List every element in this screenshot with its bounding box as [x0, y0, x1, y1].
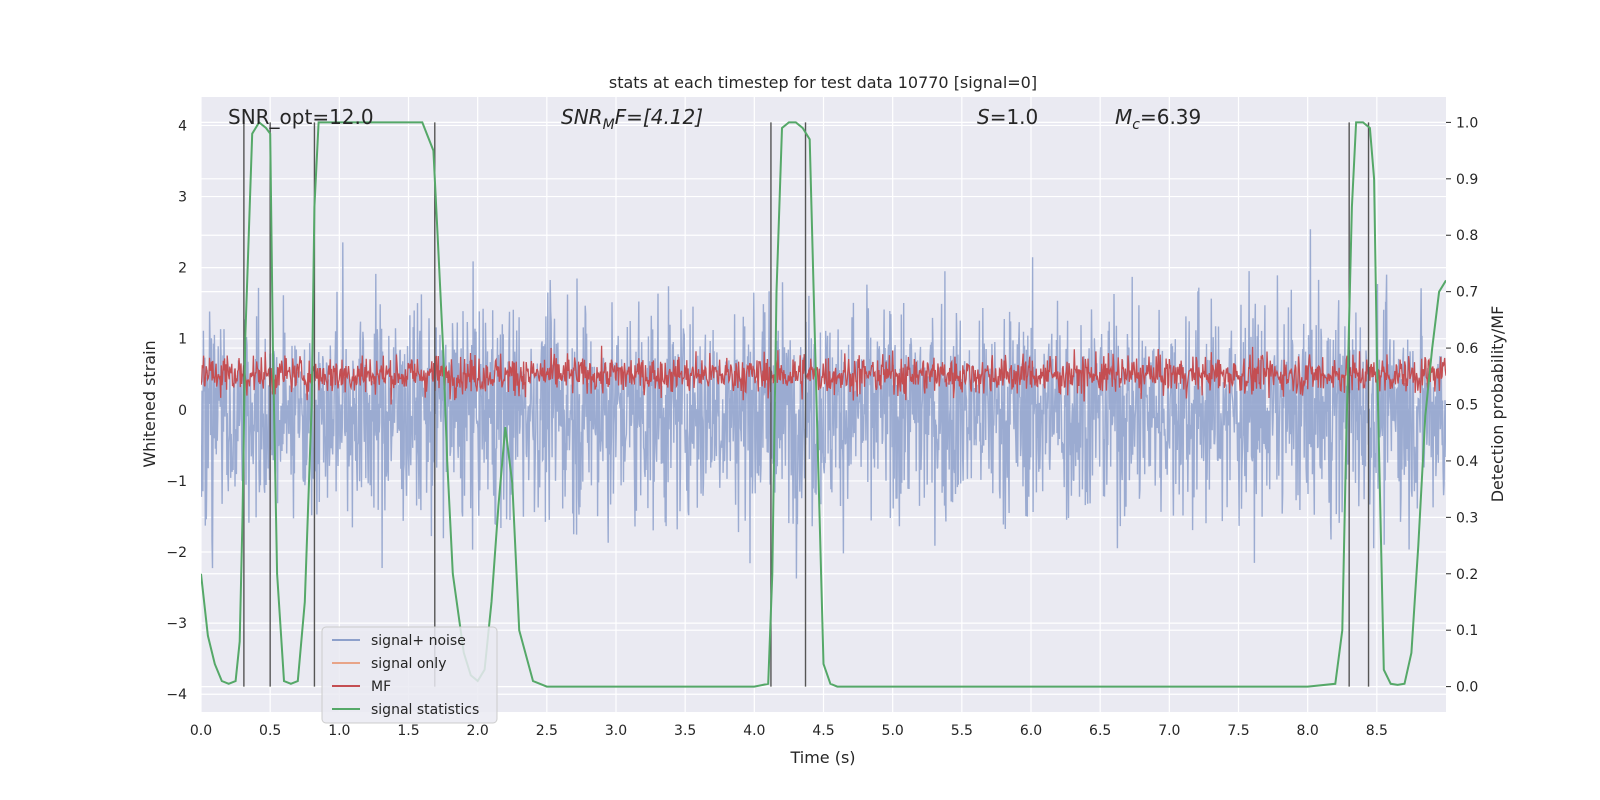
y2-tick-label: 0.3: [1456, 510, 1478, 526]
y2-axis-label: Detection probability/MF: [1488, 306, 1507, 503]
x-tick-label: 6.5: [1089, 723, 1111, 739]
x-tick-label: 1.0: [328, 723, 350, 739]
x-tick-label: 7.0: [1158, 723, 1180, 739]
x-tick-label: 8.0: [1297, 723, 1319, 739]
legend-label: signal statistics: [371, 702, 479, 718]
annotation-mc: Mc=6.39: [1115, 105, 1201, 133]
series-mf: [201, 345, 1446, 405]
y2-tick-label: 0.4: [1456, 454, 1478, 470]
y-tick-label: 1: [178, 332, 187, 348]
x-tick-label: 5.5: [951, 723, 973, 739]
x-tick-label: 3.0: [605, 723, 627, 739]
x-tick-label: 0.5: [259, 723, 281, 739]
y-axis-label: Whitened strain: [140, 340, 159, 467]
y-axis-left: −4 −3 −2 −1 0 1 2 3 4: [166, 118, 187, 703]
x-tick-label: 6.0: [1020, 723, 1042, 739]
y2-tick-label: 0.1: [1456, 623, 1478, 639]
x-tick-label: 8.5: [1366, 723, 1388, 739]
x-axis-label: Time (s): [789, 748, 855, 767]
y-tick-label: −2: [166, 545, 187, 561]
annotation-snr-mf-sub: M: [603, 117, 615, 133]
y2-tick-label: 0.8: [1456, 228, 1478, 244]
legend-label: MF: [371, 679, 391, 695]
x-tick-label: 2.5: [536, 723, 558, 739]
x-tick-label: 7.5: [1227, 723, 1249, 739]
annotation-s-main: S: [977, 105, 990, 129]
y2-tick-label: 0.9: [1456, 172, 1478, 188]
y2-tick-label: 0.2: [1456, 567, 1478, 583]
annotation-snr-opt: SNR_opt=12.0: [228, 105, 374, 129]
y-tick-label: 3: [178, 190, 187, 206]
y-tick-label: 2: [178, 261, 187, 277]
annotation-s-rest: =1.0: [990, 105, 1039, 129]
y2-tick-label: 0.6: [1456, 341, 1478, 357]
chart-title: stats at each timestep for test data 107…: [609, 73, 1037, 92]
annotation-mc-main: M: [1115, 105, 1132, 129]
x-tick-label: 1.5: [397, 723, 419, 739]
annotation-snr-mf-rest: F=[4.12]: [615, 105, 703, 129]
series-signal-statistics: [201, 120, 1446, 688]
series-signal-noise: [201, 229, 1446, 579]
annotation-snr-mf: SNRMF=[4.12]: [561, 105, 703, 133]
series-layer: [201, 120, 1446, 688]
x-tick-label: 5.0: [882, 723, 904, 739]
y-axis-right: 0.0 0.1 0.2 0.3 0.4 0.5 0.6 0.7 0.8 0.9 1.0: [1446, 115, 1478, 696]
legend: signal+ noise signal only MF signal statist…: [321, 626, 498, 724]
y2-tick-label: 0.0: [1456, 680, 1478, 696]
y-tick-label: −1: [166, 474, 187, 490]
annotation-s: S=1.0: [977, 105, 1038, 129]
annotation-mc-rest: =6.39: [1140, 105, 1201, 129]
y-tick-label: 0: [178, 403, 187, 419]
x-axis: 0.0 0.5 1.0 1.5 2.0 2.5 3.0 3.5 4.0 4.5 5.0 5.5 6.0 6…: [190, 723, 1388, 739]
legend-label: signal+ noise: [371, 633, 466, 649]
legend-box: [321, 626, 498, 724]
y-tick-label: −4: [166, 687, 187, 703]
y2-tick-label: 0.7: [1456, 285, 1478, 301]
annotations: SNR_opt=12.0 SNRMF=[4.12] S=1.0 Mc=6.39: [228, 105, 1201, 133]
annotation-mc-sub: c: [1132, 117, 1140, 133]
legend-label: signal only: [371, 656, 446, 672]
x-tick-label: 4.5: [812, 723, 834, 739]
annotation-snr-mf-main: SNR: [561, 105, 603, 129]
y2-tick-label: 0.5: [1456, 398, 1478, 414]
x-tick-label: 4.0: [743, 723, 765, 739]
y-tick-label: −3: [166, 616, 187, 632]
x-tick-label: 2.0: [467, 723, 489, 739]
y2-tick-label: 1.0: [1456, 115, 1478, 131]
x-tick-label: 3.5: [674, 723, 696, 739]
y-tick-label: 4: [178, 118, 187, 134]
x-tick-label: 0.0: [190, 723, 212, 739]
